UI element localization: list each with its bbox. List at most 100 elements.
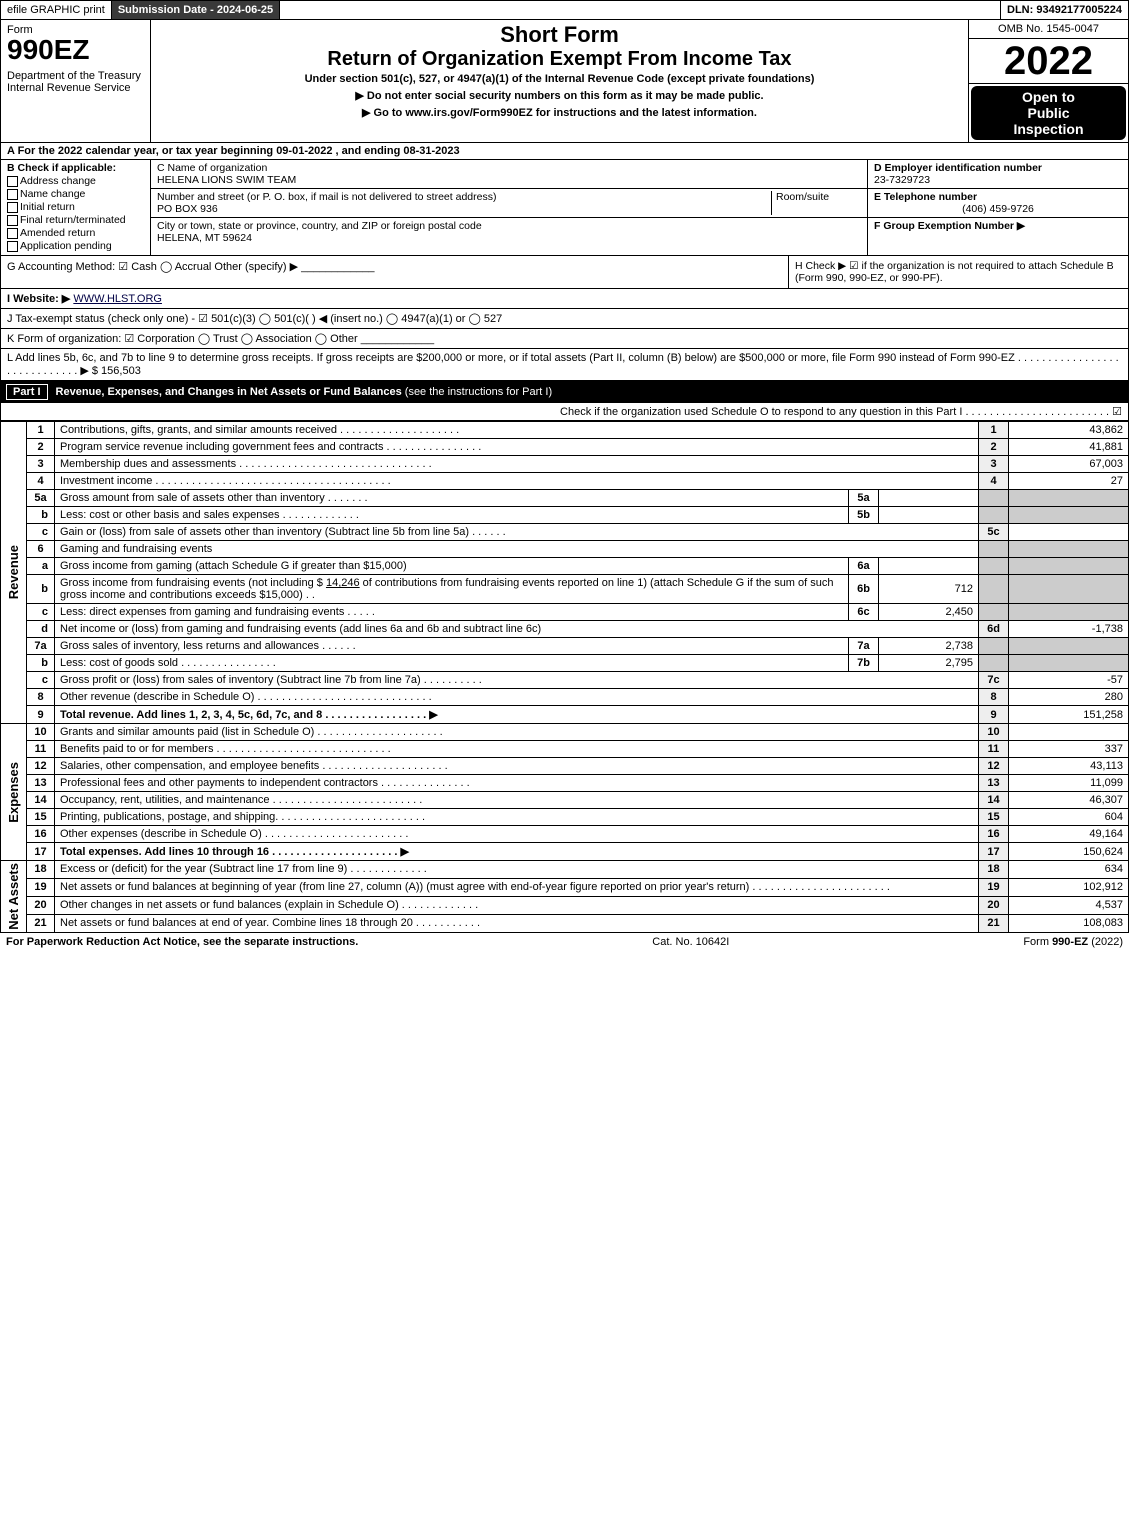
chk-final-return[interactable]: Final return/terminated [7, 214, 144, 226]
line-11: 11 Benefits paid to or for members . . .… [1, 741, 1129, 758]
line-1-desc: Contributions, gifts, grants, and simila… [55, 422, 979, 439]
website-link[interactable]: WWW.HLST.ORG [73, 293, 162, 305]
line-4-col: 4 [979, 473, 1009, 490]
phone-value: (406) 459-9726 [874, 203, 1122, 215]
row-a: A For the 2022 calendar year, or tax yea… [0, 143, 1129, 160]
line-19-col: 19 [979, 878, 1009, 896]
f-group-exemption: F Group Exemption Number ▶ [868, 218, 1128, 234]
part-i-note: (see the instructions for Part I) [405, 386, 552, 398]
line-5c: c Gain or (loss) from sale of assets oth… [1, 524, 1129, 541]
line-7a-minival: 2,738 [879, 638, 979, 655]
line-5a-minival [879, 490, 979, 507]
line-5c-desc: Gain or (loss) from sale of assets other… [55, 524, 979, 541]
year-block: OMB No. 1545-0047 2022 Open to Public In… [968, 20, 1128, 142]
part-i-title-text: Revenue, Expenses, and Changes in Net As… [56, 386, 402, 398]
part-i-number: Part I [6, 384, 48, 400]
line-21-desc: Net assets or fund balances at end of ye… [55, 914, 979, 932]
chk-amended-return[interactable]: Amended return [7, 227, 144, 239]
chk-address-change[interactable]: Address change [7, 175, 144, 187]
submission-date-button[interactable]: Submission Date - 2024-06-25 [112, 1, 280, 19]
line-16-col: 16 [979, 826, 1009, 843]
netassets-section-label: Net Assets [6, 863, 21, 930]
line-18-num: 18 [27, 861, 55, 879]
line-6c-minival: 2,450 [879, 604, 979, 621]
line-12-col: 12 [979, 758, 1009, 775]
footer-left: For Paperwork Reduction Act Notice, see … [6, 936, 358, 948]
line-7a-shade1 [979, 638, 1009, 655]
line-6b-minival: 712 [879, 575, 979, 604]
line-6-desc: Gaming and fundraising events [55, 541, 979, 558]
line-11-val: 337 [1009, 741, 1129, 758]
chk-final-return-label: Final return/terminated [20, 214, 126, 226]
line-15-col: 15 [979, 809, 1009, 826]
expenses-section-label: Expenses [6, 762, 21, 823]
line-7b: b Less: cost of goods sold . . . . . . .… [1, 655, 1129, 672]
chk-name-change[interactable]: Name change [7, 188, 144, 200]
line-10-val [1009, 724, 1129, 741]
open-line3: Inspection [975, 121, 1122, 137]
line-6: 6 Gaming and fundraising events [1, 541, 1129, 558]
line-5b: b Less: cost or other basis and sales ex… [1, 507, 1129, 524]
line-11-num: 11 [27, 741, 55, 758]
line-5b-shade2 [1009, 507, 1129, 524]
org-name: HELENA LIONS SWIM TEAM [157, 174, 296, 186]
chk-application-pending[interactable]: Application pending [7, 240, 144, 252]
org-address: PO BOX 936 [157, 203, 218, 215]
line-6-num: 6 [27, 541, 55, 558]
org-city: HELENA, MT 59624 [157, 232, 252, 244]
l-text: L Add lines 5b, 6c, and 7b to line 9 to … [7, 352, 1119, 377]
section-b: B Check if applicable: Address change Na… [1, 160, 151, 255]
line-5b-desc: Less: cost or other basis and sales expe… [55, 507, 849, 524]
line-18: Net Assets 18 Excess or (deficit) for th… [1, 861, 1129, 879]
line-7a-num: 7a [27, 638, 55, 655]
line-5a-shade1 [979, 490, 1009, 507]
line-5a-minicol: 5a [849, 490, 879, 507]
line-3-val: 67,003 [1009, 456, 1129, 473]
line-6d-desc: Net income or (loss) from gaming and fun… [55, 621, 979, 638]
line-6d-num: d [27, 621, 55, 638]
page-footer: For Paperwork Reduction Act Notice, see … [0, 933, 1129, 951]
footer-center: Cat. No. 10642I [358, 936, 1023, 948]
line-7b-minival: 2,795 [879, 655, 979, 672]
part-i-title: Revenue, Expenses, and Changes in Net As… [56, 386, 553, 398]
line-17-num: 17 [27, 843, 55, 861]
chk-name-change-label: Name change [20, 188, 85, 200]
line-16-num: 16 [27, 826, 55, 843]
line-1: Revenue 1 Contributions, gifts, grants, … [1, 422, 1129, 439]
line-19-desc: Net assets or fund balances at beginning… [55, 878, 979, 896]
line-20-num: 20 [27, 896, 55, 914]
section-de: D Employer identification number 23-7329… [868, 160, 1128, 255]
line-5b-shade1 [979, 507, 1009, 524]
chk-initial-return[interactable]: Initial return [7, 201, 144, 213]
c-city: City or town, state or province, country… [151, 218, 867, 246]
line-6c-num: c [27, 604, 55, 621]
line-1-col: 1 [979, 422, 1009, 439]
c-name: C Name of organization HELENA LIONS SWIM… [151, 160, 867, 189]
line-6a: a Gross income from gaming (attach Sched… [1, 558, 1129, 575]
room-suite: Room/suite [771, 191, 861, 215]
line-9-desc: Total revenue. Add lines 1, 2, 3, 4, 5c,… [55, 706, 979, 724]
line-9-desc-text: Total revenue. Add lines 1, 2, 3, 4, 5c,… [60, 709, 438, 721]
row-k-form-org: K Form of organization: ☑ Corporation ◯ … [0, 329, 1129, 349]
instruction-ssn: ▶ Do not enter social security numbers o… [159, 89, 960, 102]
line-5a-num: 5a [27, 490, 55, 507]
line-2: 2 Program service revenue including gove… [1, 439, 1129, 456]
section-cde: C Name of organization HELENA LIONS SWIM… [151, 160, 1128, 255]
open-to-public: Open to Public Inspection [971, 86, 1126, 140]
line-6b-underline: 14,246 [326, 577, 360, 589]
line-16: 16 Other expenses (describe in Schedule … [1, 826, 1129, 843]
omb-number: OMB No. 1545-0047 [969, 20, 1128, 39]
l-value: 156,503 [101, 365, 141, 377]
instruction-link-text: ▶ Go to www.irs.gov/Form990EZ for instru… [362, 107, 757, 119]
line-4-num: 4 [27, 473, 55, 490]
e-label: E Telephone number [874, 191, 977, 203]
line-6c-shade2 [1009, 604, 1129, 621]
g-accounting-method: G Accounting Method: ☑ Cash ◯ Accrual Ot… [1, 256, 788, 288]
org-info-block: B Check if applicable: Address change Na… [0, 160, 1129, 256]
line-2-num: 2 [27, 439, 55, 456]
line-6d-val: -1,738 [1009, 621, 1129, 638]
line-6b-desc: Gross income from fundraising events (no… [55, 575, 849, 604]
row-l-gross-receipts: L Add lines 5b, 6c, and 7b to line 9 to … [0, 349, 1129, 381]
line-10-col: 10 [979, 724, 1009, 741]
c-address: Number and street (or P. O. box, if mail… [157, 191, 771, 215]
